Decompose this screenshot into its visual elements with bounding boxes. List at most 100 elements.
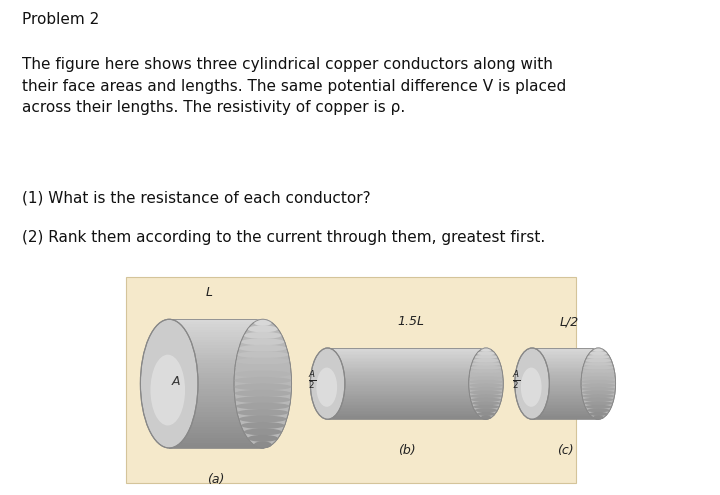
Polygon shape [169,414,263,417]
Polygon shape [328,387,486,388]
Ellipse shape [589,412,608,416]
Text: The figure here shows three cylindrical copper conductors along with
their face : The figure here shows three cylindrical … [22,57,566,115]
Polygon shape [328,412,486,413]
Text: (1) What is the resistance of each conductor?: (1) What is the resistance of each condu… [22,191,370,205]
Ellipse shape [469,391,503,395]
Ellipse shape [474,355,498,359]
Ellipse shape [584,362,613,366]
Polygon shape [328,418,486,419]
Ellipse shape [236,358,289,364]
Polygon shape [169,394,263,396]
Polygon shape [532,358,598,359]
Polygon shape [532,371,598,372]
Ellipse shape [235,396,291,403]
Polygon shape [169,355,263,358]
Polygon shape [532,395,598,396]
Ellipse shape [587,355,610,359]
Polygon shape [169,407,263,409]
Polygon shape [532,388,598,390]
Polygon shape [169,425,263,427]
Polygon shape [169,343,263,345]
Ellipse shape [481,347,491,352]
Polygon shape [169,340,263,343]
Polygon shape [328,403,486,405]
Polygon shape [532,403,598,405]
Ellipse shape [316,368,337,407]
Polygon shape [169,427,263,430]
Polygon shape [532,391,598,392]
Polygon shape [532,408,598,409]
Polygon shape [532,366,598,368]
Polygon shape [169,332,263,335]
Polygon shape [328,352,486,354]
Polygon shape [328,361,486,362]
Polygon shape [532,409,598,411]
Polygon shape [532,418,598,419]
Polygon shape [169,438,263,440]
Ellipse shape [473,358,499,362]
Ellipse shape [515,348,549,419]
Polygon shape [328,409,486,411]
Polygon shape [328,349,486,351]
Polygon shape [328,377,486,378]
Polygon shape [328,388,486,390]
Polygon shape [532,349,598,351]
Ellipse shape [469,383,503,388]
Polygon shape [532,365,598,366]
Polygon shape [532,379,598,381]
Polygon shape [532,362,598,364]
Ellipse shape [589,351,608,355]
Polygon shape [328,396,486,398]
Ellipse shape [582,391,615,395]
Polygon shape [532,394,598,395]
Polygon shape [328,375,486,377]
Polygon shape [328,368,486,369]
Polygon shape [532,356,598,358]
Text: A: A [172,375,181,388]
Ellipse shape [581,380,616,384]
Polygon shape [328,355,486,356]
Ellipse shape [471,397,501,402]
Polygon shape [169,396,263,399]
Polygon shape [328,364,486,365]
Ellipse shape [474,408,498,412]
Polygon shape [532,406,598,408]
Polygon shape [169,417,263,420]
Ellipse shape [583,365,613,370]
Polygon shape [328,390,486,391]
Polygon shape [532,384,598,385]
Ellipse shape [239,416,287,423]
Polygon shape [328,398,486,399]
Ellipse shape [477,412,495,416]
Ellipse shape [470,369,502,373]
Ellipse shape [471,365,501,370]
Ellipse shape [585,358,611,362]
Polygon shape [328,385,486,387]
Text: (c): (c) [557,444,574,457]
Polygon shape [169,401,263,404]
Polygon shape [169,350,263,353]
Polygon shape [169,384,263,386]
Ellipse shape [235,364,291,371]
Polygon shape [328,362,486,364]
Polygon shape [532,378,598,379]
Polygon shape [169,412,263,414]
Polygon shape [169,353,263,355]
Polygon shape [169,379,263,381]
Polygon shape [169,324,263,327]
Ellipse shape [582,369,614,373]
Polygon shape [169,337,263,340]
Ellipse shape [472,401,500,405]
Polygon shape [532,348,598,349]
Polygon shape [532,412,598,413]
Polygon shape [328,408,486,409]
Polygon shape [532,385,598,387]
Polygon shape [328,394,486,395]
Polygon shape [328,415,486,416]
Ellipse shape [248,435,278,442]
Polygon shape [169,319,263,322]
Polygon shape [169,392,263,394]
Polygon shape [169,446,263,448]
Polygon shape [169,381,263,384]
Ellipse shape [140,319,198,448]
